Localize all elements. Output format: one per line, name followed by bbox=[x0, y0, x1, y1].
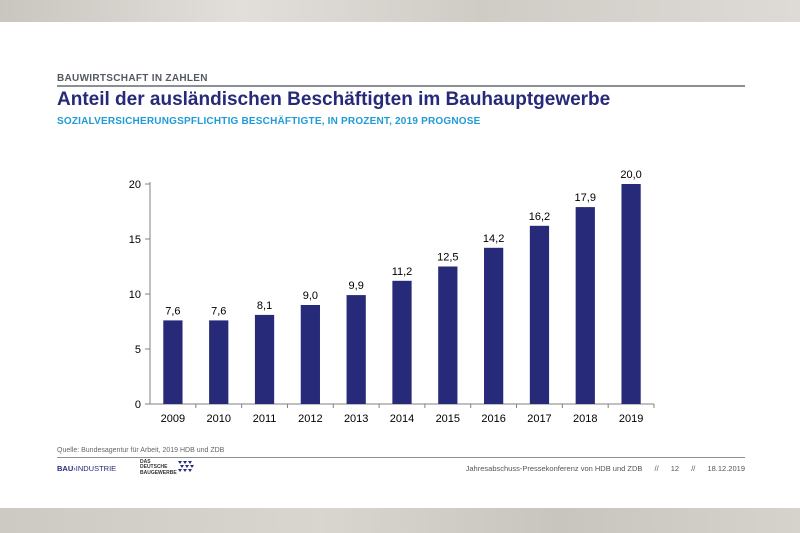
bauindustrie-chevron-icon: › bbox=[73, 464, 76, 473]
zdb-logo: DAS DEUTSCHE BAUGEWERBE bbox=[140, 459, 196, 477]
slide-title: Anteil der ausländischen Beschäftigten i… bbox=[57, 89, 611, 110]
footer-info: Jahresabschuss-Pressekonferenz von HDB u… bbox=[456, 464, 745, 473]
bar-value-label: 20,0 bbox=[620, 169, 641, 181]
x-tick-label: 2013 bbox=[344, 413, 368, 425]
bar bbox=[529, 225, 550, 404]
x-tick-label: 2015 bbox=[436, 413, 460, 425]
x-tick-label: 2019 bbox=[619, 413, 643, 425]
bar-value-label: 11,2 bbox=[392, 266, 413, 278]
x-tick-label: 2011 bbox=[253, 413, 277, 425]
bar bbox=[438, 266, 458, 404]
y-tick-label: 10 bbox=[129, 289, 141, 301]
footer-divider bbox=[57, 457, 745, 458]
bar bbox=[484, 247, 504, 404]
bar bbox=[575, 207, 595, 404]
x-tick-label: 2017 bbox=[527, 413, 551, 425]
x-tick-label: 2010 bbox=[206, 413, 230, 425]
bar-value-label: 14,2 bbox=[483, 233, 504, 245]
y-tick-label: 0 bbox=[135, 399, 141, 411]
bar-value-label: 16,2 bbox=[529, 211, 550, 223]
x-tick-label: 2016 bbox=[481, 413, 505, 425]
background-photo-top bbox=[0, 0, 800, 22]
bauindustrie-logo: BAU›INDUSTRIE bbox=[57, 464, 117, 473]
y-tick-label: 20 bbox=[129, 179, 141, 191]
x-tick-label: 2014 bbox=[390, 413, 414, 425]
x-tick-label: 2009 bbox=[161, 413, 185, 425]
bar bbox=[300, 305, 320, 404]
bar bbox=[346, 295, 366, 404]
zdb-pattern-icon bbox=[178, 461, 194, 472]
section-label: BAUWIRTSCHAFT IN ZAHLEN bbox=[57, 73, 208, 84]
bar-value-label: 9,0 bbox=[303, 290, 318, 302]
bar-value-label: 17,9 bbox=[575, 192, 596, 204]
y-tick-label: 5 bbox=[135, 344, 141, 356]
footer-event: Jahresabschuss-Pressekonferenz von HDB u… bbox=[465, 464, 643, 473]
bar-value-label: 9,9 bbox=[349, 280, 364, 292]
bar-value-label: 7,6 bbox=[165, 305, 180, 317]
header-divider bbox=[57, 85, 745, 87]
background-photo-bottom bbox=[0, 508, 800, 533]
bar bbox=[209, 320, 229, 404]
x-tick-label: 2018 bbox=[573, 413, 597, 425]
bar bbox=[621, 184, 641, 404]
footer-separator: // bbox=[654, 464, 659, 473]
bar bbox=[163, 320, 183, 404]
bar-value-label: 12,5 bbox=[437, 252, 458, 264]
slide-subtitle: SOZIALVERSICHERUNGSPFLICHTIG BESCHÄFTIGT… bbox=[57, 116, 481, 127]
footer-date: 18.12.2019 bbox=[707, 464, 745, 473]
bar bbox=[254, 314, 275, 404]
footer-page-number: 12 bbox=[670, 464, 680, 473]
slide: BAUWIRTSCHAFT IN ZAHLEN Anteil der auslä… bbox=[0, 22, 800, 508]
bar-value-label: 7,6 bbox=[211, 305, 226, 317]
bar-value-label: 8,1 bbox=[257, 300, 272, 312]
bar bbox=[392, 280, 412, 404]
y-tick-label: 15 bbox=[129, 234, 141, 246]
source-note: Quelle: Bundesagentur für Arbeit, 2019 H… bbox=[57, 447, 225, 454]
footer-separator: // bbox=[691, 464, 696, 473]
bar-chart: 0 5 10 15 20 7,6 2009 7,6 2010 8,1 2011 9,0 2012 9,9 2… bbox=[129, 169, 655, 425]
x-tick-label: 2012 bbox=[298, 413, 322, 425]
